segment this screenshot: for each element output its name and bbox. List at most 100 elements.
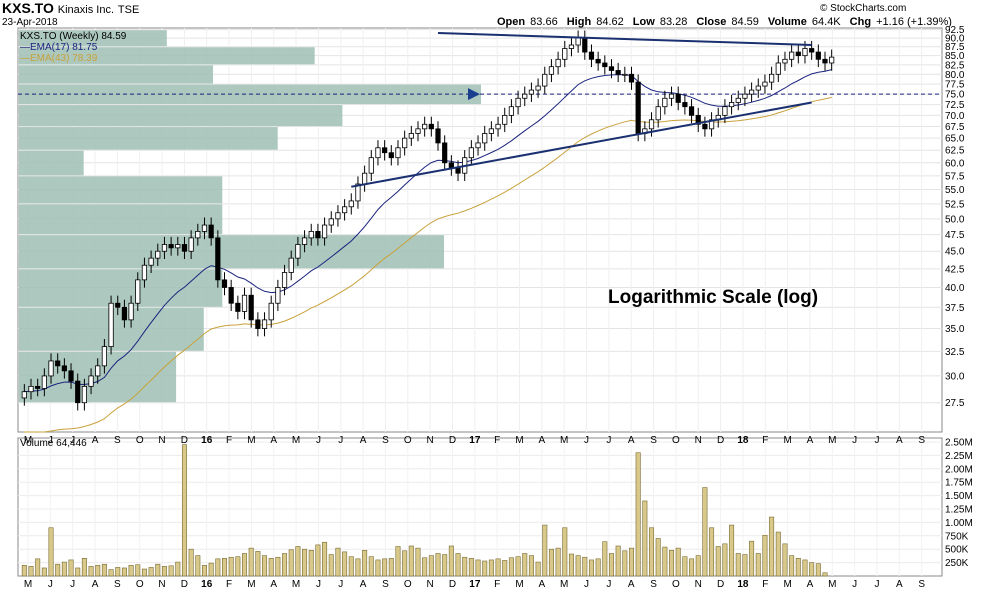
volume-bar: [68, 559, 74, 577]
price-x-tick-label: J: [874, 435, 879, 446]
price-tick-label: 65.0: [945, 134, 965, 145]
candle-body: [328, 218, 334, 226]
volume-bar: [128, 564, 134, 577]
volume-bar: [248, 547, 254, 577]
volume-bar: [595, 558, 601, 577]
volume-x-tick-label: J: [48, 579, 53, 590]
candle-body: [728, 102, 735, 108]
volume-x-tick-label: J: [70, 579, 75, 590]
volume-bar: [722, 543, 728, 577]
candle-body: [562, 48, 568, 60]
volume-x-tick-label: 17: [469, 579, 481, 590]
volume-by-price-bar: [19, 30, 167, 47]
price-tick-label: 70.0: [945, 111, 965, 122]
quote-label-volume: Volume: [767, 16, 807, 28]
candle-body: [321, 224, 328, 239]
brand-credit[interactable]: © StockCharts.com: [820, 3, 907, 14]
candle-body: [181, 244, 188, 252]
volume-bar: [335, 547, 341, 577]
volume-x-tick-label: M: [783, 579, 791, 590]
price-tick-label: 57.5: [945, 171, 965, 182]
volume-bar: [215, 558, 221, 577]
price-tick-label: 90.0: [945, 34, 965, 45]
candle-body: [648, 119, 655, 130]
volume-panel-title: Volume 64,446: [20, 438, 87, 449]
price-x-tick-label: S: [382, 435, 389, 446]
quote-label-low: Low: [632, 16, 655, 28]
price-tick-label: 42.5: [945, 264, 965, 275]
volume-bar: [422, 557, 428, 577]
volume-x-tick-label: D: [717, 579, 724, 590]
volume-bar: [28, 566, 34, 577]
volume-bar: [488, 559, 494, 577]
volume-x-tick-label: M: [247, 579, 255, 590]
volume-by-price-bar: [19, 105, 343, 127]
quote-value-high: 84.62: [593, 16, 624, 28]
candle-body: [455, 167, 461, 174]
ema17-line: [24, 69, 832, 393]
candle-body: [482, 133, 488, 144]
volume-bar: [295, 546, 301, 577]
candle-body: [408, 133, 414, 139]
candle-body: [722, 106, 728, 116]
price-tick-label: 87.5: [945, 42, 965, 53]
volume-bar: [235, 556, 241, 577]
candle-body: [782, 58, 788, 64]
volume-x-tick-label: A: [270, 579, 277, 590]
volume-x-tick-label: A: [360, 579, 367, 590]
volume-bar: [575, 555, 581, 577]
candle-body: [135, 279, 141, 304]
volume-bar: [415, 547, 421, 577]
volume-bar: [181, 444, 187, 577]
volume-bar: [328, 554, 334, 577]
volume-bar: [188, 548, 194, 577]
candle-body: [815, 51, 821, 60]
candle-body: [121, 306, 128, 321]
candle-body: [155, 250, 161, 259]
volume-bar: [342, 551, 348, 577]
price-x-tick-label: O: [672, 435, 680, 446]
volume-bar: [655, 538, 661, 577]
quote-value-low: 83.28: [656, 16, 688, 28]
volume-x-tick-label: D: [181, 579, 188, 590]
price-x-tick-label: D: [181, 435, 188, 446]
volume-bar: [242, 553, 248, 577]
price-tick-label: 82.5: [945, 60, 965, 71]
volume-bar: [769, 516, 775, 577]
candle-body: [141, 264, 148, 281]
volume-by-price-bar: [19, 269, 223, 307]
quote-value-volume: 64.4K: [808, 16, 841, 28]
quote-bar: Open 83.66 High 84.62 Low 83.28 Close 84.59…: [497, 16, 961, 28]
candle-body: [261, 319, 268, 329]
volume-x-tick-label: J: [338, 579, 343, 590]
volume-x-tick-label: A: [92, 579, 99, 590]
candle-body: [548, 66, 555, 75]
candle-body: [161, 244, 168, 252]
candle-body: [235, 302, 241, 312]
volume-bar: [508, 557, 514, 577]
volume-tick-label: 1.75M: [945, 478, 973, 489]
candle-body: [215, 237, 221, 281]
candle-body: [268, 302, 274, 321]
volume-x-tick-label: F: [762, 579, 768, 590]
volume-x-tick-label: A: [628, 579, 635, 590]
volume-bar: [255, 551, 261, 577]
candle-body: [442, 142, 448, 164]
candle-body: [115, 302, 121, 308]
volume-x-tick-label: A: [539, 579, 546, 590]
volume-bar: [282, 553, 288, 577]
volume-bar: [602, 541, 608, 577]
candle-body: [341, 206, 348, 214]
price-tick-label: 92.5: [945, 25, 965, 36]
volume-x-tick-label: J: [874, 579, 879, 590]
volume-x-tick-label: S: [114, 579, 121, 590]
price-x-tick-label: D: [449, 435, 456, 446]
price-tick-label: 67.5: [945, 122, 965, 133]
volume-bar: [535, 561, 541, 577]
volume-bar: [695, 555, 701, 577]
volume-bar: [408, 545, 414, 577]
volume-bar: [348, 556, 354, 577]
volume-x-tick-label: S: [650, 579, 657, 590]
volume-x-tick-label: O: [136, 579, 144, 590]
volume-bar: [582, 556, 588, 577]
